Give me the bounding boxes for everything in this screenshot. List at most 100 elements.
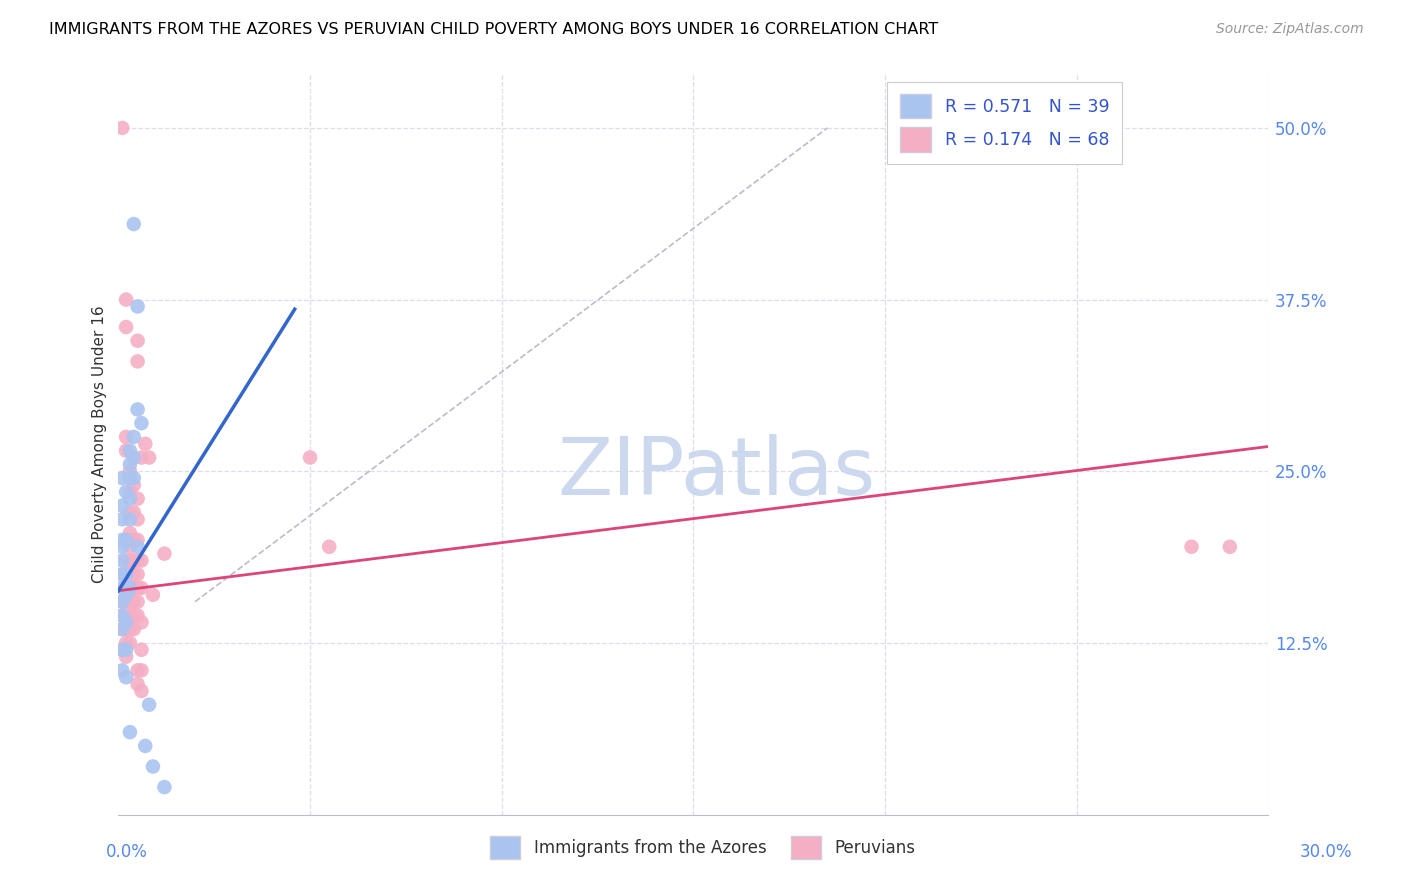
Point — [115, 642, 138, 657]
Point — [118, 636, 141, 650]
Point — [115, 636, 138, 650]
Point — [111, 581, 134, 595]
Point — [111, 595, 134, 609]
Point — [118, 484, 141, 499]
Point — [115, 484, 138, 499]
Point — [111, 120, 134, 135]
Point — [122, 505, 145, 519]
Point — [131, 664, 153, 678]
Point — [115, 320, 138, 334]
Point — [1219, 540, 1241, 554]
Point — [118, 540, 141, 554]
Point — [111, 642, 134, 657]
Point — [115, 670, 138, 684]
Point — [111, 567, 134, 582]
Point — [111, 553, 134, 567]
Point — [131, 615, 153, 630]
Point — [131, 553, 153, 567]
Point — [115, 595, 138, 609]
Point — [115, 533, 138, 547]
Text: IMMIGRANTS FROM THE AZORES VS PERUVIAN CHILD POVERTY AMONG BOYS UNDER 16 CORRELA: IMMIGRANTS FROM THE AZORES VS PERUVIAN C… — [49, 22, 938, 37]
Point — [118, 581, 141, 595]
Point — [118, 595, 141, 609]
Point — [127, 512, 149, 526]
Point — [122, 471, 145, 485]
Point — [299, 450, 322, 465]
Y-axis label: Child Poverty Among Boys Under 16: Child Poverty Among Boys Under 16 — [93, 305, 107, 582]
Point — [111, 664, 134, 678]
Point — [118, 608, 141, 623]
Point — [122, 533, 145, 547]
Point — [131, 581, 153, 595]
Point — [127, 553, 149, 567]
Point — [115, 649, 138, 664]
Point — [127, 540, 149, 554]
Point — [131, 416, 153, 430]
Point — [122, 622, 145, 636]
Point — [122, 450, 145, 465]
Point — [111, 622, 134, 636]
Point — [122, 581, 145, 595]
Point — [318, 540, 340, 554]
Point — [115, 567, 138, 582]
Point — [118, 581, 141, 595]
Point — [134, 739, 156, 753]
Point — [127, 664, 149, 678]
Point — [138, 450, 160, 465]
Point — [115, 588, 138, 602]
Point — [111, 540, 134, 554]
Point — [122, 567, 145, 582]
Point — [115, 293, 138, 307]
Point — [111, 608, 134, 623]
Point — [118, 505, 141, 519]
Point — [142, 588, 165, 602]
Legend: R = 0.571   N = 39, R = 0.174   N = 68: R = 0.571 N = 39, R = 0.174 N = 68 — [887, 82, 1122, 164]
Point — [131, 642, 153, 657]
Text: 30.0%: 30.0% — [1301, 843, 1353, 861]
Point — [127, 354, 149, 368]
Point — [131, 450, 153, 465]
Point — [127, 567, 149, 582]
Point — [118, 622, 141, 636]
Point — [127, 334, 149, 348]
Point — [111, 471, 134, 485]
Point — [127, 581, 149, 595]
Text: Source: ZipAtlas.com: Source: ZipAtlas.com — [1216, 22, 1364, 37]
Point — [127, 608, 149, 623]
Point — [111, 608, 134, 623]
Point — [111, 595, 134, 609]
Point — [111, 581, 134, 595]
Point — [118, 512, 141, 526]
Point — [118, 471, 141, 485]
Point — [111, 512, 134, 526]
Point — [115, 443, 138, 458]
Point — [115, 553, 138, 567]
Point — [118, 725, 141, 739]
Point — [122, 217, 145, 231]
Point — [118, 464, 141, 478]
Point — [127, 491, 149, 506]
Point — [142, 759, 165, 773]
Point — [127, 300, 149, 314]
Point — [127, 677, 149, 691]
Point — [153, 780, 176, 794]
Point — [138, 698, 160, 712]
Point — [115, 608, 138, 623]
Point — [122, 595, 145, 609]
Point — [118, 458, 141, 472]
Point — [118, 553, 141, 567]
Point — [115, 622, 138, 636]
Text: ZIPatlas: ZIPatlas — [557, 434, 876, 512]
Point — [122, 553, 145, 567]
Point — [134, 436, 156, 450]
Point — [122, 430, 145, 444]
Point — [115, 581, 138, 595]
Point — [111, 642, 134, 657]
Point — [118, 443, 141, 458]
Point — [153, 547, 176, 561]
Legend: Immigrants from the Azores, Peruvians: Immigrants from the Azores, Peruvians — [482, 828, 924, 868]
Point — [127, 595, 149, 609]
Point — [122, 608, 145, 623]
Point — [111, 622, 134, 636]
Point — [111, 499, 134, 513]
